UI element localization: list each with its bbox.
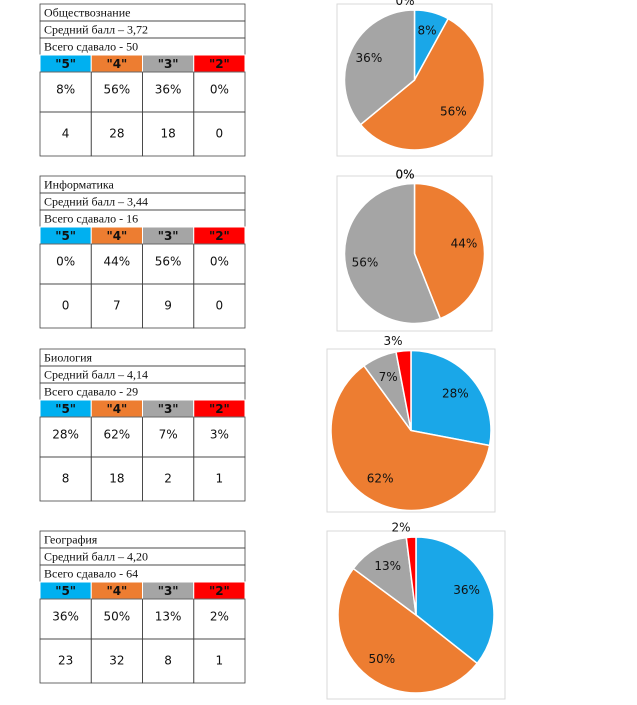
- percent: 0%: [56, 255, 75, 269]
- pie-label: 62%: [367, 472, 394, 486]
- grade-label: "2": [209, 229, 230, 243]
- grade-label: "4": [106, 402, 127, 416]
- percent: 8%: [56, 83, 75, 97]
- count: 0: [62, 299, 70, 313]
- pie-slice: [359, 17, 486, 151]
- cell: [193, 283, 246, 329]
- grade-label: "2": [209, 584, 230, 598]
- count: 23: [58, 654, 73, 668]
- pie-slice: [405, 536, 417, 616]
- pie-label: 36%: [453, 583, 480, 597]
- pie-label: 7%: [379, 370, 398, 384]
- pie-label: 44%: [451, 237, 478, 251]
- pie-slice: [413, 182, 486, 320]
- grade-label: "5": [55, 57, 76, 71]
- percent: 0%: [210, 255, 229, 269]
- pie-slice: [343, 9, 416, 126]
- percent: 50%: [104, 610, 131, 624]
- percent: 56%: [104, 83, 131, 97]
- count: 18: [160, 127, 175, 141]
- pie-label: 50%: [369, 652, 396, 666]
- grade-label: "5": [55, 584, 76, 598]
- percent: 13%: [155, 610, 182, 624]
- row-title: География: [44, 532, 98, 546]
- percent: 0%: [210, 83, 229, 97]
- pie-label: 36%: [356, 51, 383, 65]
- row-average: Средний балл – 3,44: [44, 194, 148, 208]
- pie-label: 28%: [442, 386, 469, 400]
- grade-label: "2": [209, 57, 230, 71]
- percent: 36%: [52, 610, 79, 624]
- pie-slice: [343, 182, 442, 325]
- grade-label: "4": [106, 584, 127, 598]
- pie-slice: [395, 349, 412, 431]
- pie-label: 0%: [395, 0, 414, 8]
- pie-label: 0%: [395, 168, 414, 182]
- count: 8: [164, 654, 172, 668]
- cell: [193, 638, 246, 684]
- count: 28: [109, 127, 124, 141]
- count: 7: [113, 299, 121, 313]
- percent: 56%: [155, 255, 182, 269]
- grade-label: "3": [158, 584, 179, 598]
- count: 9: [164, 299, 172, 313]
- percent: 3%: [210, 428, 229, 442]
- grade-label: "3": [158, 57, 179, 71]
- row-total: Всего сдавало - 29: [44, 384, 138, 398]
- row-title: Обществознание: [44, 5, 130, 19]
- count: 0: [216, 299, 224, 313]
- pie-slice: [410, 349, 492, 447]
- pie-slice: [352, 536, 417, 617]
- grade-label: "5": [55, 402, 76, 416]
- pie-label: 56%: [352, 255, 379, 269]
- percent: 44%: [104, 255, 131, 269]
- pie-slice: [330, 364, 491, 512]
- grade-label: "3": [158, 402, 179, 416]
- percent: 36%: [155, 83, 182, 97]
- count: 1: [216, 472, 224, 486]
- grade-label: "4": [106, 229, 127, 243]
- pie-label: 3%: [384, 334, 403, 348]
- row-title: Биология: [44, 350, 92, 364]
- percent: 2%: [210, 610, 229, 624]
- row-average: Средний балл – 4,14: [44, 367, 148, 381]
- pie-label: 2%: [392, 520, 411, 534]
- row-total: Всего сдавало - 50: [44, 39, 138, 53]
- cell: [193, 111, 246, 157]
- pie-slice: [415, 536, 495, 665]
- grade-label: "5": [55, 229, 76, 243]
- count: 2: [164, 472, 172, 486]
- count: 32: [109, 654, 124, 668]
- pie-label: 0%: [395, 168, 414, 182]
- row-title: Информатика: [44, 177, 115, 191]
- count: 1: [216, 654, 224, 668]
- grade-label: "2": [209, 402, 230, 416]
- pie-label: 56%: [440, 105, 467, 119]
- count: 0: [216, 127, 224, 141]
- row-average: Средний балл – 4,20: [44, 549, 148, 563]
- percent: 7%: [159, 428, 178, 442]
- count: 8: [62, 472, 70, 486]
- percent: 28%: [52, 428, 79, 442]
- row-total: Всего сдавало - 64: [44, 566, 138, 580]
- pie-label: 8%: [418, 24, 437, 38]
- pie-label: 13%: [374, 559, 401, 573]
- count: 18: [109, 472, 124, 486]
- count: 4: [62, 127, 70, 141]
- row-total: Всего сдавало - 16: [44, 211, 138, 225]
- grade-label: "3": [158, 229, 179, 243]
- grade-label: "4": [106, 57, 127, 71]
- percent: 62%: [104, 428, 131, 442]
- pie-slice: [337, 567, 479, 694]
- row-average: Средний балл – 3,72: [44, 22, 148, 36]
- cell: [193, 456, 246, 502]
